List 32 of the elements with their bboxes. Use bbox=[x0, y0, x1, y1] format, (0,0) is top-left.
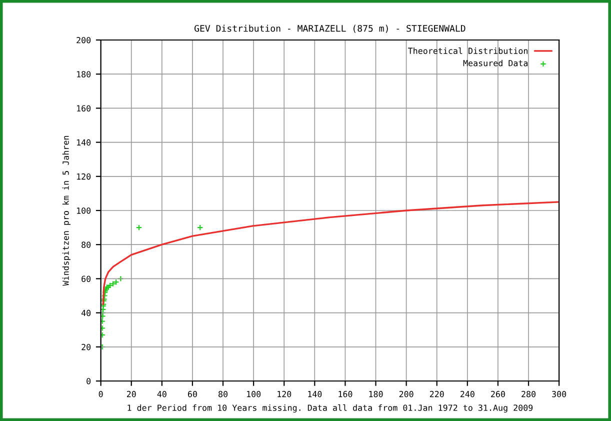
x-tick-label: 180 bbox=[369, 390, 383, 398]
x-tick-label: 200 bbox=[399, 390, 414, 398]
y-tick-label: 40 bbox=[81, 310, 91, 316]
y-tick-label: 0 bbox=[86, 378, 91, 384]
y-tick-label: 100 bbox=[77, 208, 91, 214]
chart-title: GEV Distribution - MARIAZELL (875 m) - STIEGENWALD bbox=[194, 24, 466, 33]
x-tick-label: 0 bbox=[98, 390, 103, 398]
x-tick-label: 300 bbox=[552, 390, 566, 398]
y-tick-label: 20 bbox=[82, 344, 91, 350]
x-axis-title: 1 der Period from 10 Years missing. Data all data from 01.Jan 1972 to 31.Aug 2009 bbox=[128, 404, 533, 413]
x-tick-label: 280 bbox=[522, 390, 536, 398]
y-tick-label: 160 bbox=[77, 105, 91, 112]
x-tick-label: 260 bbox=[491, 390, 505, 398]
y-tick-label: 80 bbox=[82, 242, 91, 248]
y-tick-label: 60 bbox=[82, 276, 91, 282]
x-tick-label: 120 bbox=[278, 390, 292, 398]
y-tick-label: 120 bbox=[77, 173, 91, 180]
x-tick-label: 220 bbox=[430, 390, 444, 398]
legend-label: Measured Data bbox=[463, 60, 528, 66]
y-axis-title: Windspitzen pro km in 5 Jahren bbox=[62, 136, 70, 286]
x-tick-label: 100 bbox=[247, 390, 261, 398]
x-tick-label: 40 bbox=[157, 390, 166, 398]
x-tick-label: 20 bbox=[126, 390, 136, 398]
y-tick-label: 180 bbox=[77, 71, 91, 78]
x-tick-label: 60 bbox=[188, 390, 197, 398]
y-tick-label: 200 bbox=[76, 37, 91, 44]
x-tick-label: 160 bbox=[338, 390, 352, 398]
x-tick-label: 80 bbox=[218, 390, 228, 398]
x-tick-label: 140 bbox=[308, 390, 322, 398]
legend-label: Theoretical Distribution bbox=[408, 47, 528, 54]
x-tick-label: 240 bbox=[460, 390, 474, 398]
y-tick-label: 140 bbox=[77, 139, 91, 146]
